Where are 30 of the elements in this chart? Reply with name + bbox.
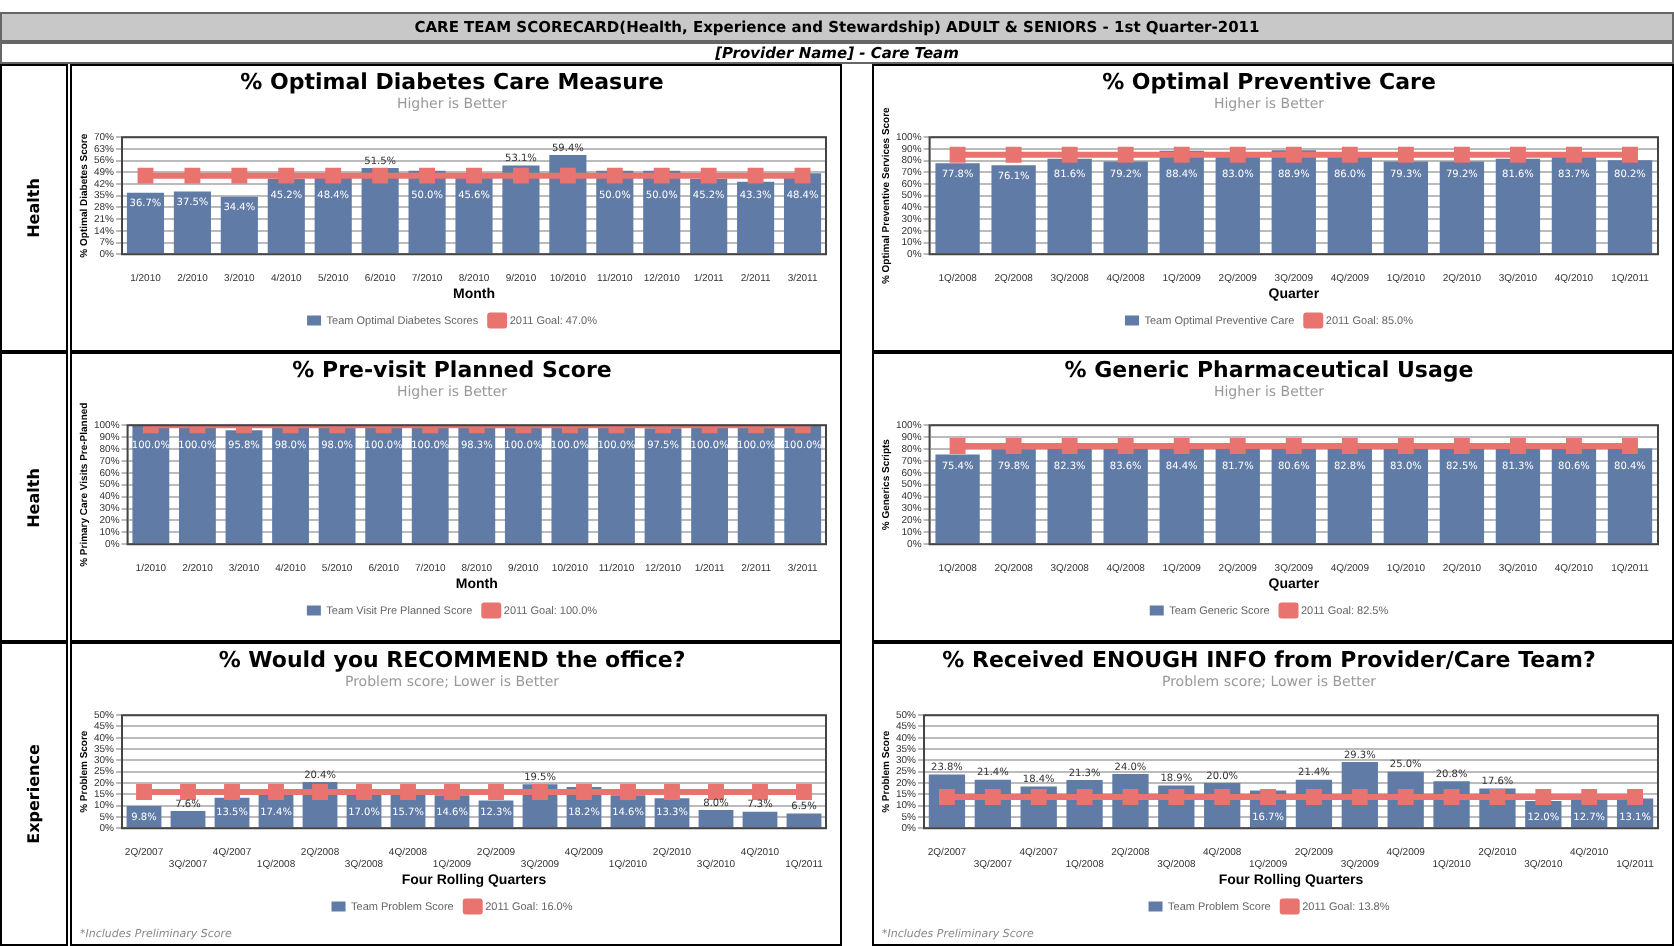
chart-title: % Pre-visit Planned Score bbox=[292, 356, 612, 383]
bar bbox=[455, 177, 493, 254]
bar bbox=[1495, 158, 1541, 254]
bar bbox=[267, 178, 305, 254]
bar bbox=[935, 163, 980, 254]
bar bbox=[1103, 161, 1148, 254]
chart-title: % Optimal Preventive Care bbox=[1102, 68, 1436, 95]
bar bbox=[1607, 160, 1653, 254]
bar bbox=[1551, 156, 1597, 254]
bar bbox=[786, 813, 822, 828]
text: Experience bbox=[25, 744, 43, 844]
bar bbox=[690, 178, 728, 254]
chart-title: % Would you RECOMMEND the office? bbox=[218, 646, 686, 673]
bar bbox=[1439, 161, 1485, 254]
chart-title: % Optimal Diabetes Care Measure bbox=[240, 68, 664, 95]
bar bbox=[1383, 161, 1429, 254]
bar bbox=[1215, 157, 1260, 254]
bar bbox=[742, 811, 778, 828]
bar bbox=[220, 196, 258, 254]
text: Health bbox=[25, 467, 43, 527]
chart-title: % Generic Pharmaceutical Usage bbox=[1064, 356, 1474, 383]
bar bbox=[1047, 158, 1092, 254]
text: Health bbox=[25, 178, 43, 238]
bar bbox=[991, 165, 1036, 254]
bar bbox=[170, 811, 206, 828]
bar bbox=[698, 810, 734, 828]
chart-title: % Received ENOUGH INFO from Provider/Care Team? bbox=[942, 646, 1596, 673]
bar bbox=[173, 191, 211, 254]
bar bbox=[126, 192, 165, 254]
bar bbox=[737, 181, 775, 254]
